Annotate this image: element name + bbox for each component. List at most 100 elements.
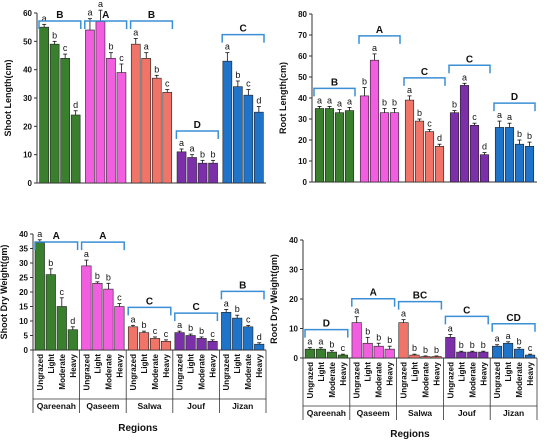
y-tick-label-5: 25 [19, 274, 28, 283]
bar-jizan-ungrazed [492, 345, 503, 359]
group-bracket [397, 300, 443, 310]
significance-letter: c [165, 79, 170, 89]
bar-jizan-moderate [514, 143, 525, 183]
x-tick-label: Heavy [69, 353, 78, 377]
x-tick-label: Light [364, 362, 373, 382]
significance-letter: a [347, 96, 352, 106]
bar-qareenah-ungrazed [34, 242, 45, 351]
y-tick-label-6: 60 [298, 52, 307, 61]
x-tick-label: Light [317, 362, 326, 382]
significance-letter: a [133, 28, 138, 38]
significance-letter: a [87, 8, 92, 18]
bar-salwa-light [414, 120, 425, 183]
group-name: Jizan [503, 408, 524, 418]
x-tick-label: Heavy [433, 361, 442, 385]
bar-qareenah-moderate [326, 351, 337, 359]
significance-letter: a [84, 249, 89, 259]
x-tick-label: Heavy [255, 353, 264, 377]
significance-letter: a [190, 144, 195, 154]
y-tick-label-2: 10 [19, 317, 28, 326]
bar-jouf-heavy [478, 351, 489, 359]
y-tick-label-6: 60 [23, 9, 32, 18]
x-tick-label: Heavy [386, 361, 395, 385]
group-bracket [313, 87, 356, 97]
group-bracket [84, 20, 128, 29]
significance-letter: a [354, 306, 359, 316]
bar-qareenah-light [45, 274, 56, 351]
y-axis-title: Root Dry Weight(gm) [269, 254, 279, 344]
y-tick-label-4: 40 [23, 66, 32, 75]
significance-letter: d [73, 100, 78, 110]
bar-qaseem-heavy [384, 348, 395, 359]
significance-letter: d [257, 332, 262, 342]
group-name: Qaseem [357, 408, 391, 418]
bar-qaseem-moderate [373, 345, 384, 359]
significance-letter: c [210, 329, 215, 339]
bar-qaseem-light [369, 59, 380, 183]
y-tick-label-0: 0 [303, 178, 308, 187]
group-name: Jouf [458, 408, 476, 418]
bar-jouf-heavy [207, 340, 218, 351]
bar-qaseem-ungrazed [351, 322, 362, 359]
x-tick-label: Ungrazed [493, 362, 502, 399]
group-letter: C [146, 296, 153, 307]
y-tick-label-1: 10 [289, 325, 298, 334]
group-name: Jizan [232, 401, 253, 411]
bar-salwa-light [138, 332, 150, 351]
group-letter: D [323, 319, 330, 330]
bar-jizan-heavy [254, 343, 265, 351]
significance-letter: b [387, 335, 392, 345]
bar-qaseem-ungrazed [85, 29, 95, 184]
significance-letter: a [224, 298, 229, 308]
x-tick-label: Moderate [328, 361, 337, 397]
significance-letter: b [417, 108, 422, 118]
bar-jouf-moderate [469, 125, 480, 183]
bar-jizan-light [233, 86, 243, 184]
bar-jizan-ungrazed [494, 127, 505, 183]
significance-letter: a [144, 42, 149, 52]
significance-letter: b [452, 100, 457, 110]
x-tick-label: Ungrazed [400, 362, 409, 399]
x-tick-label: Heavy [526, 361, 535, 385]
group-bracket [304, 328, 349, 338]
y-tick-label-7: 70 [298, 31, 307, 40]
group-bracket [220, 290, 265, 300]
panel-root_dry_weight: 0 10 20 30 40 Root Dry Weight(gm) a Ungrazed a Li… [269, 236, 538, 420]
y-tick-label-1: 5 [24, 332, 29, 341]
significance-letter: b [423, 345, 428, 355]
significance-letter: d [437, 133, 442, 143]
significance-letter: b [95, 271, 100, 281]
bar-qareenah-moderate [56, 306, 67, 351]
group-bracket [491, 323, 536, 332]
bar-qareenah-light [324, 108, 335, 183]
y-tick-label-1: 10 [298, 157, 307, 166]
bar-salwa-heavy [162, 92, 173, 184]
group-letter: D [194, 120, 201, 131]
significance-letter: a [401, 309, 406, 319]
significance-letter: a [317, 95, 322, 105]
y-tick-label-0: 0 [24, 346, 29, 355]
significance-letter: c [472, 112, 477, 122]
bar-salwa-moderate [151, 77, 162, 184]
x-tick-label: Moderate [58, 353, 67, 389]
significance-letter: b [52, 30, 57, 40]
group-letter: C [192, 302, 199, 313]
y-tick-label-4: 20 [19, 288, 28, 297]
significance-letter: a [372, 43, 377, 53]
significance-letter: a [448, 323, 453, 333]
y-tick-label-5: 50 [23, 37, 32, 46]
y-tick-label-3: 30 [298, 115, 307, 124]
significance-letter: c [246, 79, 251, 89]
significance-letter: a [318, 337, 323, 347]
y-tick-label-2: 20 [298, 136, 307, 145]
y-tick-label-3: 15 [19, 303, 28, 312]
x-tick-label: Moderate [468, 361, 477, 397]
y-tick-label-6: 30 [19, 259, 28, 268]
group-bracket [448, 64, 491, 74]
y-tick-label-1: 10 [23, 151, 32, 160]
significance-letter: a [327, 95, 332, 105]
x-tick-label: Light [504, 362, 513, 382]
bar-jouf-moderate [197, 162, 208, 184]
